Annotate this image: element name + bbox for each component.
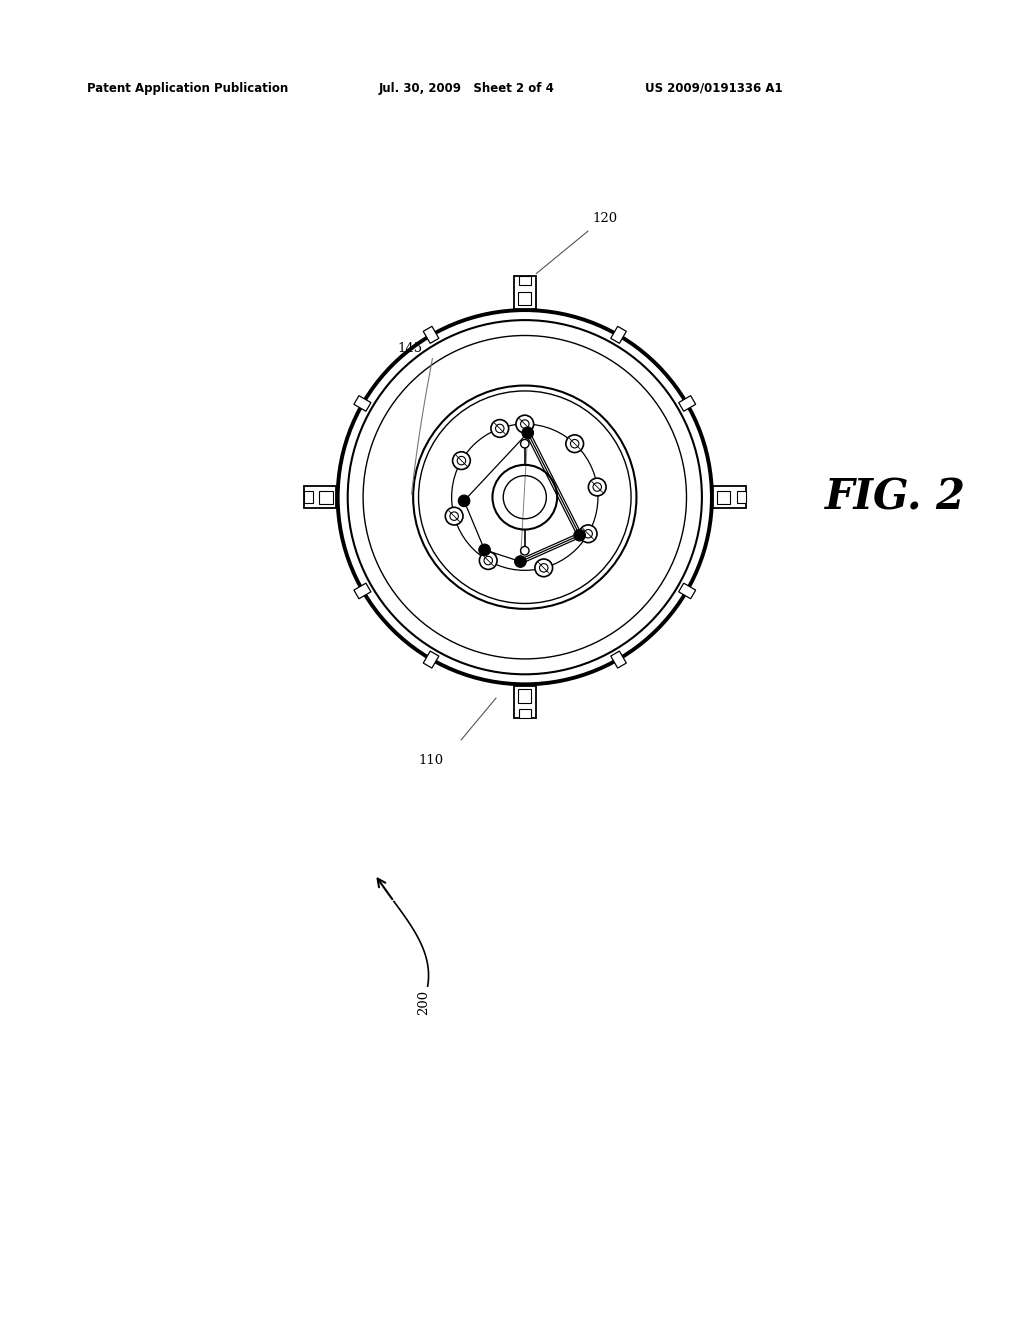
Bar bbox=[319, 491, 333, 504]
Circle shape bbox=[450, 512, 459, 520]
Circle shape bbox=[479, 552, 497, 569]
Circle shape bbox=[459, 495, 470, 507]
Circle shape bbox=[338, 310, 712, 684]
Circle shape bbox=[580, 525, 597, 543]
Bar bbox=[519, 709, 530, 718]
Bar bbox=[354, 583, 371, 599]
Circle shape bbox=[520, 420, 529, 428]
Bar bbox=[717, 491, 730, 504]
Circle shape bbox=[522, 428, 534, 438]
Bar bbox=[514, 686, 536, 718]
Bar bbox=[714, 487, 745, 508]
Circle shape bbox=[445, 507, 463, 525]
Circle shape bbox=[540, 564, 548, 572]
Bar bbox=[679, 396, 695, 412]
Circle shape bbox=[453, 451, 470, 470]
Text: Patent Application Publication: Patent Application Publication bbox=[87, 82, 289, 95]
Text: 200: 200 bbox=[417, 990, 430, 1015]
Bar bbox=[423, 326, 439, 343]
Text: US 2009/0191336 A1: US 2009/0191336 A1 bbox=[645, 82, 782, 95]
Circle shape bbox=[413, 385, 637, 609]
Circle shape bbox=[593, 483, 601, 491]
Bar bbox=[518, 689, 531, 702]
Bar bbox=[519, 276, 530, 285]
Text: 145: 145 bbox=[397, 342, 423, 355]
Text: 110: 110 bbox=[419, 754, 444, 767]
Bar bbox=[518, 292, 531, 305]
Circle shape bbox=[589, 478, 606, 496]
Circle shape bbox=[584, 529, 593, 539]
Circle shape bbox=[520, 546, 529, 554]
Text: 120: 120 bbox=[593, 213, 617, 226]
Bar bbox=[304, 487, 336, 508]
Bar bbox=[736, 491, 745, 503]
Circle shape bbox=[515, 556, 526, 568]
Text: FIG. 2: FIG. 2 bbox=[825, 477, 966, 519]
Circle shape bbox=[479, 544, 490, 556]
Bar bbox=[423, 651, 439, 668]
Bar bbox=[610, 651, 627, 668]
Circle shape bbox=[566, 434, 584, 453]
Circle shape bbox=[573, 529, 586, 541]
Circle shape bbox=[570, 440, 579, 447]
Circle shape bbox=[535, 558, 553, 577]
Bar bbox=[354, 396, 371, 412]
Circle shape bbox=[520, 440, 529, 447]
Circle shape bbox=[493, 465, 557, 529]
Circle shape bbox=[484, 556, 493, 565]
Bar bbox=[514, 276, 536, 309]
Circle shape bbox=[490, 420, 509, 437]
Circle shape bbox=[496, 424, 504, 433]
Bar bbox=[304, 491, 313, 503]
Circle shape bbox=[516, 416, 534, 433]
Text: Jul. 30, 2009   Sheet 2 of 4: Jul. 30, 2009 Sheet 2 of 4 bbox=[379, 82, 555, 95]
Circle shape bbox=[457, 457, 466, 465]
Bar bbox=[679, 583, 695, 599]
Bar bbox=[610, 326, 627, 343]
